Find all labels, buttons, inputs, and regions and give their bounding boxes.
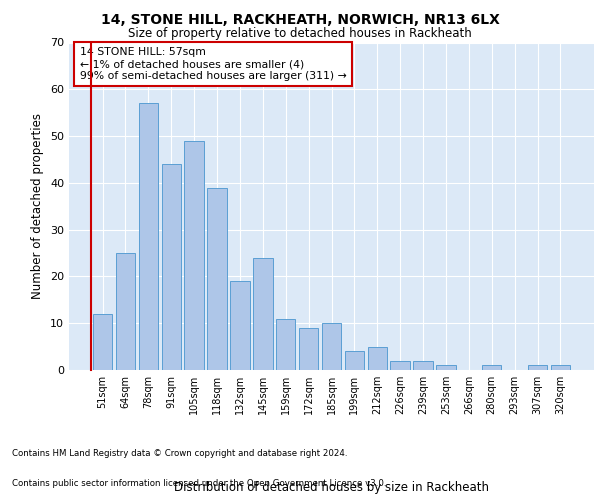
Text: Contains public sector information licensed under the Open Government Licence v3: Contains public sector information licen… bbox=[12, 478, 386, 488]
Bar bbox=[139, 104, 158, 370]
Bar bbox=[368, 346, 387, 370]
Bar bbox=[276, 318, 295, 370]
Text: 14, STONE HILL, RACKHEATH, NORWICH, NR13 6LX: 14, STONE HILL, RACKHEATH, NORWICH, NR13… bbox=[101, 12, 499, 26]
Text: Contains HM Land Registry data © Crown copyright and database right 2024.: Contains HM Land Registry data © Crown c… bbox=[12, 448, 347, 458]
Bar bbox=[116, 253, 135, 370]
Bar bbox=[93, 314, 112, 370]
Y-axis label: Number of detached properties: Number of detached properties bbox=[31, 114, 44, 299]
Text: Size of property relative to detached houses in Rackheath: Size of property relative to detached ho… bbox=[128, 28, 472, 40]
X-axis label: Distribution of detached houses by size in Rackheath: Distribution of detached houses by size … bbox=[174, 481, 489, 494]
Bar bbox=[482, 366, 502, 370]
Bar bbox=[253, 258, 272, 370]
Bar bbox=[161, 164, 181, 370]
Bar bbox=[413, 360, 433, 370]
Bar bbox=[322, 323, 341, 370]
Text: 14 STONE HILL: 57sqm
← 1% of detached houses are smaller (4)
99% of semi-detache: 14 STONE HILL: 57sqm ← 1% of detached ho… bbox=[79, 48, 346, 80]
Bar bbox=[528, 366, 547, 370]
Bar bbox=[184, 141, 204, 370]
Bar bbox=[208, 188, 227, 370]
Bar bbox=[230, 281, 250, 370]
Bar bbox=[299, 328, 319, 370]
Bar bbox=[344, 352, 364, 370]
Bar bbox=[391, 360, 410, 370]
Bar bbox=[551, 366, 570, 370]
Bar bbox=[436, 366, 455, 370]
